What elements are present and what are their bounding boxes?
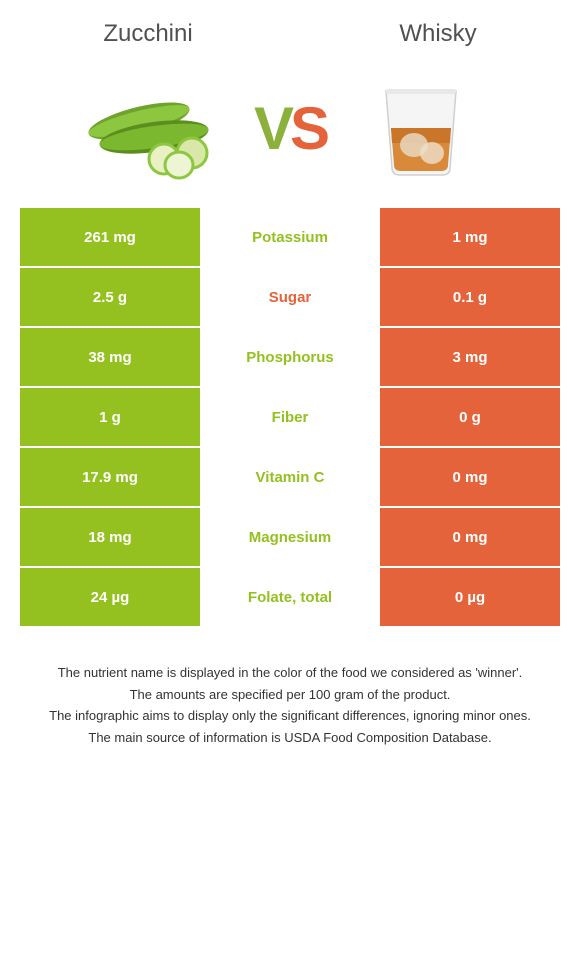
left-food-title: Zucchini (103, 20, 192, 48)
left-value: 1 g (20, 388, 200, 446)
right-value: 0 g (380, 388, 560, 446)
vs-s: S (290, 95, 326, 162)
footer-line: The nutrient name is displayed in the co… (20, 663, 560, 683)
table-row: 24 µg Folate, total 0 µg (20, 568, 560, 628)
nutrient-label: Phosphorus (200, 328, 380, 386)
right-food-title: Whisky (399, 20, 476, 48)
nutrient-label: Vitamin C (200, 448, 380, 506)
right-value: 1 mg (380, 208, 560, 266)
left-value: 17.9 mg (20, 448, 200, 506)
footer-line: The main source of information is USDA F… (20, 728, 560, 748)
table-row: 18 mg Magnesium 0 mg (20, 508, 560, 568)
zucchini-image (84, 78, 234, 178)
nutrient-table: 261 mg Potassium 1 mg 2.5 g Sugar 0.1 g … (20, 208, 560, 628)
table-row: 1 g Fiber 0 g (20, 388, 560, 448)
footer-notes: The nutrient name is displayed in the co… (0, 628, 580, 779)
nutrient-label: Potassium (200, 208, 380, 266)
table-row: 261 mg Potassium 1 mg (20, 208, 560, 268)
right-value: 0 µg (380, 568, 560, 626)
right-value: 0 mg (380, 448, 560, 506)
left-value: 2.5 g (20, 268, 200, 326)
right-value: 0.1 g (380, 268, 560, 326)
left-value: 38 mg (20, 328, 200, 386)
vs-label: VS (254, 94, 326, 163)
table-row: 2.5 g Sugar 0.1 g (20, 268, 560, 328)
nutrient-label: Folate, total (200, 568, 380, 626)
left-value: 24 µg (20, 568, 200, 626)
footer-line: The infographic aims to display only the… (20, 706, 560, 726)
table-row: 38 mg Phosphorus 3 mg (20, 328, 560, 388)
right-value: 3 mg (380, 328, 560, 386)
whisky-image (346, 78, 496, 178)
images-row: VS (0, 58, 580, 208)
footer-line: The amounts are specified per 100 gram o… (20, 685, 560, 705)
right-value: 0 mg (380, 508, 560, 566)
table-row: 17.9 mg Vitamin C 0 mg (20, 448, 560, 508)
vs-v: V (254, 95, 290, 162)
nutrient-label: Magnesium (200, 508, 380, 566)
left-value: 18 mg (20, 508, 200, 566)
zucchini-icon (84, 73, 234, 183)
left-value: 261 mg (20, 208, 200, 266)
nutrient-label: Sugar (200, 268, 380, 326)
nutrient-label: Fiber (200, 388, 380, 446)
header-row: Zucchini Whisky (0, 0, 580, 58)
whisky-glass-icon (366, 73, 476, 183)
